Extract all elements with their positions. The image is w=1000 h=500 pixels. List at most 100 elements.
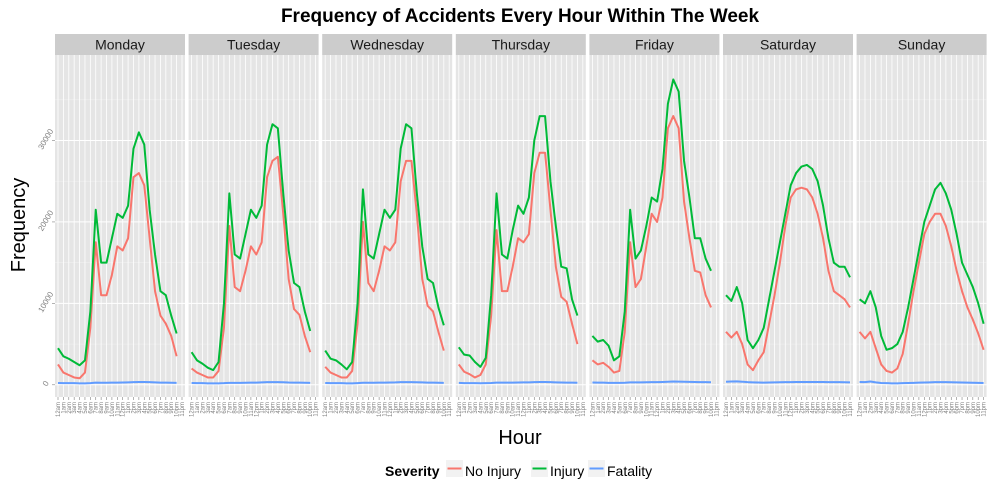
x-tick-label: 10am [377,402,383,417]
y-axis: 0 10000 20000 30000 [36,127,55,388]
legend-label: No Injury [465,463,521,479]
panel-background [589,55,720,397]
x-tick-label: 7am [895,402,901,414]
x-tick-label: 2pm [399,402,405,414]
panel-background [322,55,453,397]
x-tick-label: 7pm [158,402,164,414]
x-tick-label: 7pm [292,402,298,414]
x-tick-label: 2am [67,402,73,414]
x-tick-label: 1pm [260,402,266,414]
x-tick-label: 5am [83,402,89,414]
x-tick-label: 7am [227,402,233,414]
strip-background [455,34,586,55]
x-tick-label: 9am [505,402,511,414]
x-tick-label: 4pm [944,402,950,414]
x-tick-label: 8pm [565,402,571,414]
x-tick-label: 7pm [960,402,966,414]
x-tick-label: 7pm [559,402,565,414]
x-tick-label: 11am [115,402,121,417]
x-tick-label: 9pm [436,402,442,414]
x-tick-label: 12am [590,402,596,417]
legend-item-no-injury: No Injury [446,460,521,479]
x-tick-label: 1pm [660,402,666,414]
x-tick-label: 5am [350,402,356,414]
panel-background [856,55,987,397]
panel-background [723,55,853,397]
x-tick-label: 10am [912,402,918,417]
x-tick-label: 4pm [677,402,683,414]
x-tick-label: 5pm [148,402,154,414]
series-line-no-injury [324,159,445,379]
x-tick-label: 12am [323,402,329,417]
x-tick-label: 3am [874,402,880,414]
x-tick-label: 12pm [254,402,260,417]
x-tick-label: 5pm [682,402,688,414]
x-tick-label: 11am [383,402,389,417]
strip-background [589,34,720,55]
strip-label: Friday [635,37,674,53]
x-tick-label: 6am [222,402,228,414]
x-tick-label: 7pm [826,402,832,414]
series-line-fatality [725,380,851,384]
x-tick-label: 1am [61,402,67,414]
x-tick-label: 7am [762,402,768,414]
series-line-no-injury [457,151,579,379]
x-tick-label: 3pm [137,402,143,414]
x-tick-label: 5am [484,402,490,414]
series-line-no-injury [190,155,312,379]
x-tick-label: 6pm [420,402,426,414]
x-tick-label: 3pm [938,402,944,414]
x-tick-label: 7am [628,402,634,414]
x-tick-label: 1pm [928,402,934,414]
x-tick-label: 11pm [714,402,720,417]
x-tick-label: 9pm [570,402,576,414]
legend-title: Severity [385,463,440,479]
x-tick-label: 1am [596,402,602,414]
series-line-fatality [458,381,578,385]
x-tick-label: 8pm [297,402,303,414]
x-tick-label: 10am [644,402,650,417]
strip-label: Saturday [760,37,816,53]
series-line-no-injury [591,115,712,374]
panel-friday: Friday 12am 1am 2am 3am 4am 5am 6am 7am 8am 9am 10a… [589,34,720,417]
y-tick-label: 20000 [36,208,55,232]
x-tick-label: 5pm [949,402,955,414]
x-tick-label: 7pm [693,402,699,414]
series-line-no-injury [858,212,985,374]
x-tick-label: 5am [751,402,757,414]
strip-label: Sunday [898,37,945,53]
x-tick-label: 12am [457,402,463,417]
x-tick-label: 3am [473,402,479,414]
x-tick-label: 8pm [431,402,437,414]
x-tick-label: 3am [72,402,78,414]
x-tick-label: 5pm [548,402,554,414]
strip-background [723,34,853,55]
x-tick-label: 12pm [789,402,795,417]
x-tick-label: 4pm [810,402,816,414]
x-tick-label: 7am [361,402,367,414]
series-line-fatality [859,380,984,385]
x-tick-label: 11am [249,402,255,417]
x-tick-label: 4pm [409,402,415,414]
x-tick-label: 11pm [447,402,453,417]
x-tick-label: 4am [345,402,351,414]
x-tick-label: 12pm [922,402,928,417]
x-tick-label: 8pm [832,402,838,414]
strip-label: Monday [95,37,145,53]
x-tick-label: 8pm [698,402,704,414]
x-tick-label: 7am [495,402,501,414]
legend-items: No Injury Injury Fatality [446,460,652,479]
x-tick-label: 12pm [655,402,661,417]
series-line-injury [190,123,312,372]
panel-wednesday: Wednesday 12am 1am 2am 3am 4am 5am 6am 7am 8am 9am… [322,34,453,417]
x-tick-label: 10am [110,402,116,417]
x-tick-label: 1pm [393,402,399,414]
strip-background [55,34,185,55]
x-tick-label: 6am [756,402,762,414]
x-tick-label: 2pm [131,402,137,414]
strip-background [188,34,319,55]
legend: Severity No Injury Injury Fatality [385,460,652,479]
